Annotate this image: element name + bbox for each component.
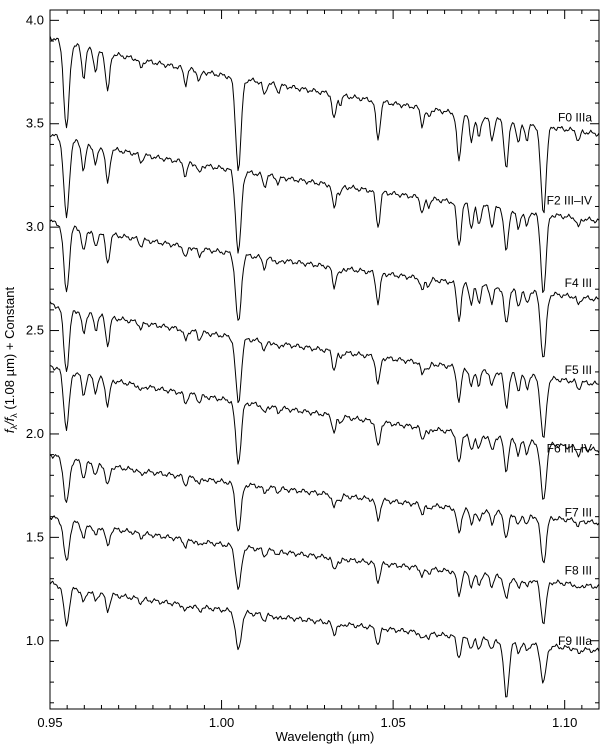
spectrum-label: F8 III — [565, 563, 592, 577]
y-axis-title-lambda2: λ — [9, 413, 19, 418]
spectrum-line — [49, 515, 600, 625]
x-tick-label: 1.05 — [380, 715, 405, 730]
spectrum-line — [49, 580, 600, 698]
y-axis-title-slash-f: /f — [2, 416, 17, 426]
x-axis-title: Wavelength (µm) — [276, 729, 375, 744]
y-axis-title-lambda1: λ — [9, 424, 19, 429]
spectrum-label: F0 IIIa — [558, 111, 592, 125]
spectrum-line — [49, 454, 600, 564]
y-tick-label: 2.5 — [26, 323, 44, 338]
plot-frame — [49, 9, 600, 710]
spectrum-label: F9 IIIa — [558, 634, 592, 648]
spectrum-line — [49, 35, 600, 214]
y-axis-ticks: 1.0 1.5 2.0 2.5 3.0 3.5 4.0 — [26, 12, 599, 704]
y-tick-label: 3.5 — [26, 116, 44, 131]
spectrum-label: F4 III — [565, 276, 592, 290]
y-axis-title: fλ/fλ (1.08 µm) + Constant — [2, 287, 19, 434]
x-tick-label: 1.10 — [552, 715, 577, 730]
spectrum-line — [49, 133, 600, 293]
spectrum-label: F2 III–IV — [547, 193, 592, 207]
y-tick-label: 4.0 — [26, 12, 44, 27]
x-tick-label: 0.95 — [37, 715, 62, 730]
spectrum-line — [49, 219, 600, 358]
spectrum-label: F5 III — [565, 363, 592, 377]
y-tick-label: 1.0 — [26, 633, 44, 648]
y-tick-label: 2.0 — [26, 426, 44, 441]
y-tick-label: 1.5 — [26, 529, 44, 544]
y-axis-title-rest: (1.08 µm) + Constant — [2, 287, 17, 414]
spectrum-label: F7 III — [565, 506, 592, 520]
x-tick-label: 1.00 — [209, 715, 234, 730]
spectrum-line — [49, 364, 600, 500]
spectrum-line — [49, 301, 600, 438]
y-tick-label: 3.0 — [26, 219, 44, 234]
x-axis-ticks: 0.95 1.00 1.05 1.10 — [37, 10, 600, 730]
spectra-series — [49, 35, 600, 698]
series-labels: F0 IIIa F2 III–IV F4 III F5 III F6 III–IV F7 … — [547, 111, 593, 648]
spectrum-label: F6 III–IV — [547, 441, 592, 455]
y-axis-title-f1: f — [2, 428, 17, 433]
